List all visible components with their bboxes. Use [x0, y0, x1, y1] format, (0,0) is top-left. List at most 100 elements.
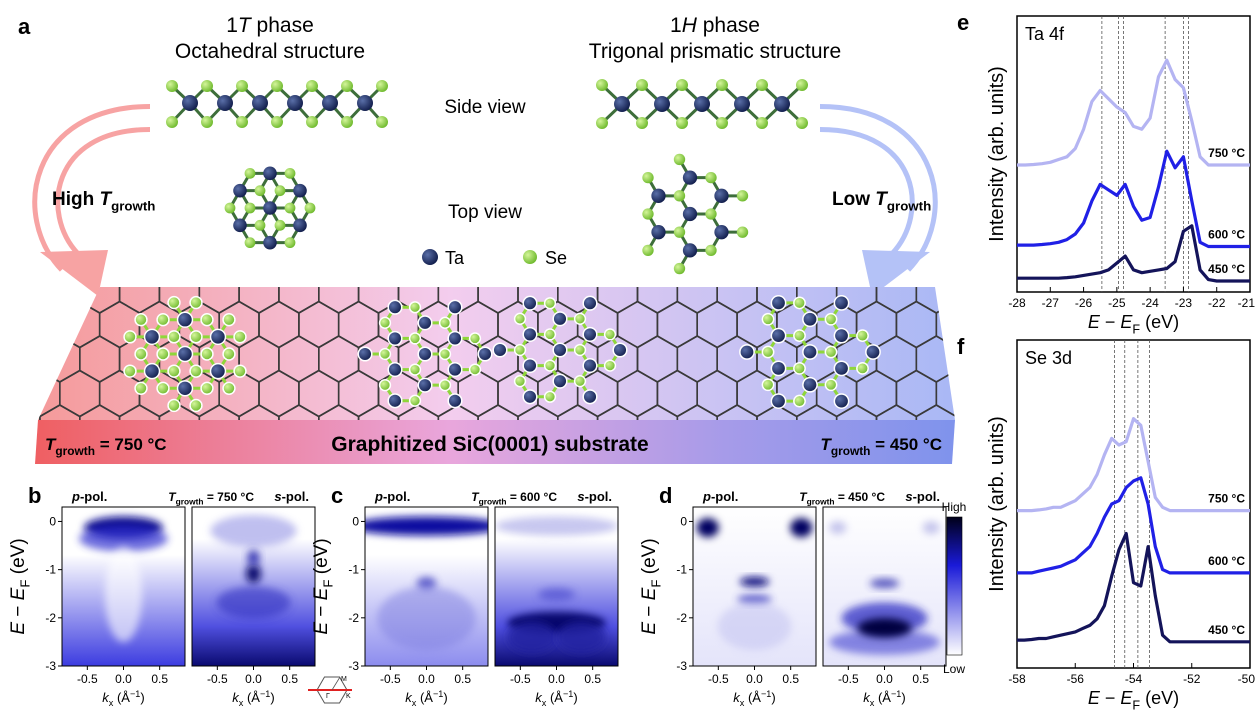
ta-atom: [388, 363, 402, 377]
x-tick-label: -50: [1238, 672, 1256, 686]
text-part: p: [702, 489, 711, 504]
se-atom: [794, 363, 805, 374]
ta-atom: [683, 207, 697, 221]
se-atom: [674, 154, 685, 165]
axis-label: kx (Å−1): [733, 689, 775, 708]
x-tick-label: -0.5: [838, 672, 859, 686]
se-atom: [737, 227, 748, 238]
text-part: F: [321, 580, 336, 588]
gamma-m-line: [332, 677, 340, 690]
text-part: −: [1100, 312, 1121, 332]
se-atom: [201, 348, 213, 360]
se-atom: [124, 365, 136, 377]
se-atom: [515, 376, 526, 387]
x-tick-label: -21: [1238, 296, 1256, 310]
bz-label: M: [341, 676, 347, 683]
text-part: = 450 °C: [870, 435, 942, 454]
text-part: (eV): [639, 538, 660, 579]
y-tick-label: -3: [676, 659, 687, 673]
atomic-lattice: [642, 154, 748, 274]
se-atom: [857, 363, 868, 374]
se-atom: [596, 79, 608, 91]
x-tick-label: 0.5: [584, 672, 601, 686]
se-atom: [135, 348, 147, 360]
intensity-feature: [210, 515, 296, 547]
text-part: growth: [111, 199, 155, 214]
se-atom: [124, 331, 136, 343]
ta-atom: [178, 347, 193, 362]
se-atom: [796, 79, 808, 91]
se-atom: [716, 117, 728, 129]
se-atom: [762, 346, 773, 357]
x-tick-label: 0.5: [454, 672, 471, 686]
se-atom: [190, 297, 202, 309]
temperature-label: Tgrowth = 450 °C: [799, 490, 885, 507]
se-atom: [275, 185, 286, 196]
ta-atom: [418, 378, 432, 392]
ta-atom: [178, 312, 193, 327]
arpes-image: [62, 507, 185, 666]
graphene-hexagon: [657, 509, 697, 555]
x-tick-label: 0.0: [548, 672, 565, 686]
ta-atom: [803, 345, 817, 359]
ta-atom: [448, 300, 462, 314]
ta-atom: [358, 347, 372, 361]
x-tick-label: 0.0: [418, 672, 435, 686]
se-atom: [674, 227, 685, 238]
chart-title: Se 3d: [1025, 348, 1072, 368]
se-atom: [190, 400, 202, 412]
ta-atom: [145, 329, 160, 344]
atomic-lattice: [124, 297, 246, 412]
se-atom: [306, 80, 318, 92]
arpes-image: [350, 507, 503, 666]
se-atom: [523, 250, 537, 264]
structure-name: Octahedral structure: [175, 40, 365, 63]
series-label: 600 °C: [1208, 554, 1245, 568]
text-part: (Å: [874, 690, 891, 705]
y-tick-label: -3: [348, 659, 359, 673]
ta-atom: [448, 332, 462, 346]
se-atom: [756, 117, 768, 129]
se-atom: [380, 317, 391, 328]
intensity-feature: [217, 587, 291, 619]
series-label: 600 °C: [1208, 227, 1245, 241]
panel-label: a: [18, 14, 31, 39]
x-tick-label: -23: [1175, 296, 1193, 310]
se-atom: [245, 168, 256, 179]
text-part: (Å: [113, 690, 130, 705]
colorbar-label: High: [942, 500, 967, 514]
phase-title: 1T phase: [226, 14, 314, 37]
x-tick-label: -25: [1108, 296, 1126, 310]
text-part: growth: [55, 444, 95, 458]
ta-atom: [523, 359, 537, 373]
se-atom: [825, 346, 836, 357]
polarization-label: s-pol.: [905, 489, 940, 504]
ta-atom: [388, 332, 402, 346]
ta-atom: [583, 390, 597, 404]
se-atom: [515, 313, 526, 324]
intensity-feature: [697, 518, 719, 537]
ta-atom: [683, 170, 697, 184]
graphene-hexagon: [0, 267, 40, 313]
text-part: ): [443, 690, 447, 705]
se-atom: [470, 364, 481, 375]
se-atom: [190, 365, 202, 377]
se-atom: [575, 313, 586, 324]
intensity-feature: [377, 587, 475, 651]
graphene-hexagon: [0, 302, 20, 348]
axis-label: kx (Å−1): [405, 689, 447, 708]
text-part: (eV): [1140, 688, 1179, 708]
text-part: phase: [697, 14, 760, 37]
se-atom: [168, 331, 180, 343]
ta-atom: [834, 328, 848, 342]
y-tick-label: -1: [348, 563, 359, 577]
colorbar-label: Low: [943, 662, 965, 676]
se-atom: [168, 297, 180, 309]
text-part: -pol.: [913, 489, 940, 504]
text-part: = 450 °C: [835, 490, 886, 504]
x-tick-label: -54: [1125, 672, 1143, 686]
text-part: −: [8, 600, 29, 622]
ta-atom: [771, 328, 785, 342]
text-part: -pol.: [711, 489, 738, 504]
bz-label: K: [346, 693, 351, 700]
